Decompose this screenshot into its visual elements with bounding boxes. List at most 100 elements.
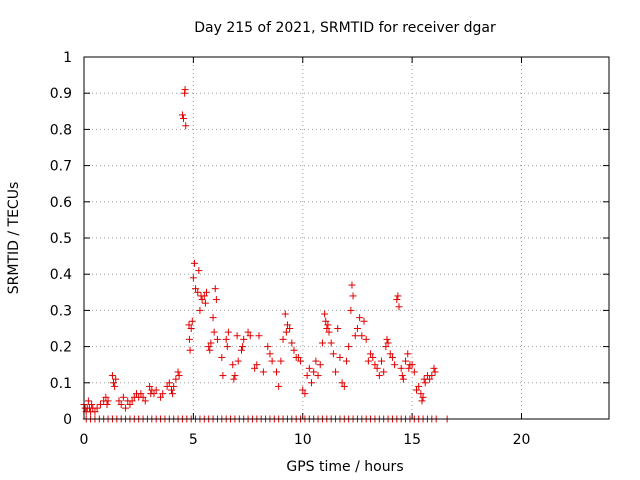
data-point: [332, 368, 340, 376]
data-point: [186, 346, 194, 354]
data-point: [369, 353, 377, 361]
x-axis-title: GPS time / hours: [286, 459, 403, 475]
data-point: [211, 285, 219, 293]
data-point: [108, 372, 116, 380]
data-point: [301, 390, 309, 398]
y-tick-label: 1: [63, 50, 72, 66]
data-point: [327, 339, 335, 347]
data-point: [209, 314, 217, 322]
data-point: [188, 317, 196, 325]
data-point: [402, 357, 410, 365]
data-point: [431, 368, 439, 376]
data-point: [137, 390, 145, 398]
data-point: [286, 325, 294, 332]
y-tick-label: 0.2: [50, 340, 72, 356]
data-point: [314, 372, 322, 380]
data-point: [200, 292, 208, 300]
data-point: [255, 332, 263, 340]
data-point: [358, 332, 366, 340]
data-point: [367, 350, 375, 358]
y-tick-label: 0.3: [50, 303, 72, 319]
data-point: [308, 379, 315, 387]
data-point: [210, 328, 218, 336]
data-point: [348, 281, 356, 289]
data-points: [80, 86, 451, 423]
data-point: [373, 364, 381, 372]
data-point: [244, 328, 252, 336]
data-point: [394, 292, 402, 300]
data-point: [152, 386, 160, 394]
data-point: [415, 382, 423, 390]
data-point: [111, 382, 119, 390]
data-point: [418, 397, 426, 405]
data-point: [347, 306, 355, 314]
data-point: [189, 274, 197, 282]
data-point: [212, 296, 220, 304]
data-point: [356, 314, 364, 322]
data-point: [305, 364, 313, 372]
data-point: [103, 401, 111, 409]
data-point: [128, 397, 136, 405]
y-tick-label: 0.1: [50, 376, 72, 392]
y-tick-label: 0.6: [50, 195, 72, 211]
data-point: [222, 335, 230, 343]
data-point: [375, 372, 383, 380]
data-point: [203, 288, 210, 296]
y-tick-label: 0.5: [50, 231, 72, 247]
data-point: [299, 386, 307, 394]
data-point: [180, 115, 188, 123]
data-point: [384, 339, 392, 347]
data-point: [275, 382, 283, 390]
data-point: [150, 390, 158, 398]
data-point: [312, 357, 320, 365]
data-point: [196, 306, 204, 314]
data-point: [351, 332, 359, 340]
data-point: [198, 296, 206, 304]
data-point: [334, 325, 342, 332]
y-tick-label: 0.4: [50, 267, 72, 283]
data-point: [264, 343, 272, 351]
data-point: [281, 310, 289, 318]
x-tick-label: 0: [80, 432, 89, 448]
data-point: [224, 328, 232, 336]
data-point: [195, 267, 203, 275]
data-point: [405, 364, 413, 372]
data-point: [391, 361, 399, 369]
plot-frame: [83, 56, 610, 420]
data-point: [93, 404, 101, 412]
data-point: [283, 321, 291, 329]
data-point: [303, 372, 311, 380]
data-point: [168, 386, 175, 394]
data-point: [421, 379, 429, 387]
data-point: [340, 382, 348, 390]
y-tick-label: 0.8: [50, 122, 72, 138]
data-point: [172, 375, 180, 383]
data-point: [397, 364, 405, 372]
data-point: [378, 357, 385, 365]
x-tick-label: 20: [513, 432, 531, 448]
data-point: [251, 364, 259, 372]
data-point: [207, 339, 215, 347]
data-point: [112, 375, 120, 383]
data-point: [321, 310, 329, 318]
data-point: [336, 353, 344, 361]
data-point: [201, 299, 209, 307]
axis-ticks: [83, 56, 609, 420]
data-point: [174, 368, 182, 376]
data-point: [139, 393, 147, 401]
data-point: [290, 346, 298, 354]
data-point: [119, 393, 127, 401]
data-point: [288, 339, 296, 347]
data-point: [273, 368, 280, 376]
data-point: [91, 408, 99, 416]
data-point: [187, 325, 195, 332]
data-point: [239, 343, 247, 351]
data-point: [277, 357, 285, 365]
data-point: [362, 335, 370, 343]
y-tick-label: 0.7: [50, 159, 72, 175]
data-point: [169, 390, 177, 398]
data-point: [316, 361, 324, 369]
data-point: [371, 361, 379, 369]
data-point: [318, 339, 326, 347]
